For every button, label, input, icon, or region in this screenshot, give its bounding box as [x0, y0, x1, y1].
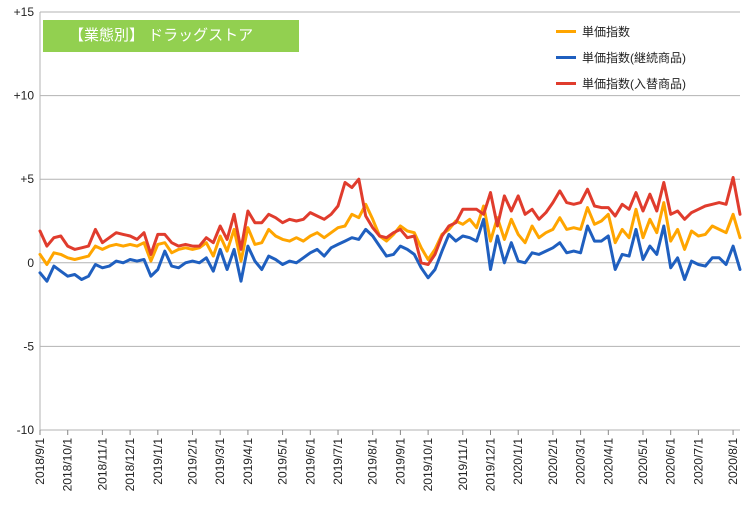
y-tick-label-4: +10 [14, 89, 35, 103]
x-tick-label-14: 2019/11/1 [456, 438, 470, 491]
x-tick-label-17: 2020/2/1 [546, 438, 560, 485]
legend-label-0: 単価指数 [582, 24, 631, 39]
legend-label-1: 単価指数(継続商品) [582, 50, 686, 65]
x-tick-label-9: 2019/6/1 [303, 438, 317, 485]
x-tick-label-3: 2018/12/1 [123, 438, 137, 492]
y-tick-label-1: -5 [23, 339, 34, 353]
x-tick-label-7: 2019/4/1 [241, 438, 255, 485]
x-tick-label-21: 2020/6/1 [664, 438, 678, 485]
x-tick-label-4: 2019/1/1 [151, 438, 165, 485]
y-axis-ticks: -10 -5 0 +5 +10 +15 [14, 5, 35, 437]
x-tick-label-19: 2020/4/1 [601, 438, 615, 485]
legend-swatch-2 [556, 81, 576, 85]
x-tick-label-0: 2018/9/1 [33, 438, 47, 485]
legend-swatch-1 [556, 55, 576, 59]
y-tick-label-3: +5 [20, 172, 34, 186]
series-group [38, 176, 742, 283]
x-tick-label-5: 2019/2/1 [185, 438, 199, 485]
series-line-0 [38, 201, 742, 266]
x-tick-label-12: 2019/9/1 [393, 438, 407, 485]
x-axis: 2018/9/1 2018/10/1 2018/11/1 2018/12/1 2019/… [33, 430, 740, 491]
x-tick-label-23: 2020/8/1 [726, 438, 740, 485]
x-tick-label-13: 2019/10/1 [421, 438, 435, 492]
legend-item-2[interactable]: 単価指数(入替商品) [556, 70, 686, 96]
x-tick-label-15: 2019/12/1 [483, 438, 497, 492]
legend-item-1[interactable]: 単価指数(継続商品) [556, 44, 686, 70]
legend-label-2: 単価指数(入替商品) [582, 76, 686, 91]
x-tick-label-1: 2018/10/1 [61, 438, 75, 492]
legend: 単価指数 単価指数(継続商品) 単価指数(入替商品) [556, 18, 686, 96]
x-tick-label-11: 2019/8/1 [366, 438, 380, 485]
x-tick-label-6: 2019/3/1 [213, 438, 227, 485]
y-tick-label-0: -10 [17, 423, 35, 437]
x-tick-label-20: 2020/5/1 [636, 438, 650, 485]
x-tick-label-8: 2019/5/1 [276, 438, 290, 485]
x-tick-label-18: 2020/3/1 [574, 438, 588, 485]
y-tick-label-5: +15 [14, 5, 35, 19]
chart-title: 【業態別】 ドラッグストア [43, 20, 299, 52]
x-tick-label-22: 2020/7/1 [691, 438, 705, 485]
x-tick-label-10: 2019/7/1 [331, 438, 345, 485]
legend-item-0[interactable]: 単価指数 [556, 18, 686, 44]
y-tick-label-2: 0 [27, 256, 34, 270]
series-line-1 [38, 217, 742, 283]
legend-swatch-0 [556, 29, 576, 33]
grid-lines [39, 11, 740, 431]
x-tick-label-2: 2018/11/1 [95, 438, 109, 491]
series-line-2 [38, 176, 742, 266]
x-tick-label-16: 2020/1/1 [511, 438, 525, 485]
